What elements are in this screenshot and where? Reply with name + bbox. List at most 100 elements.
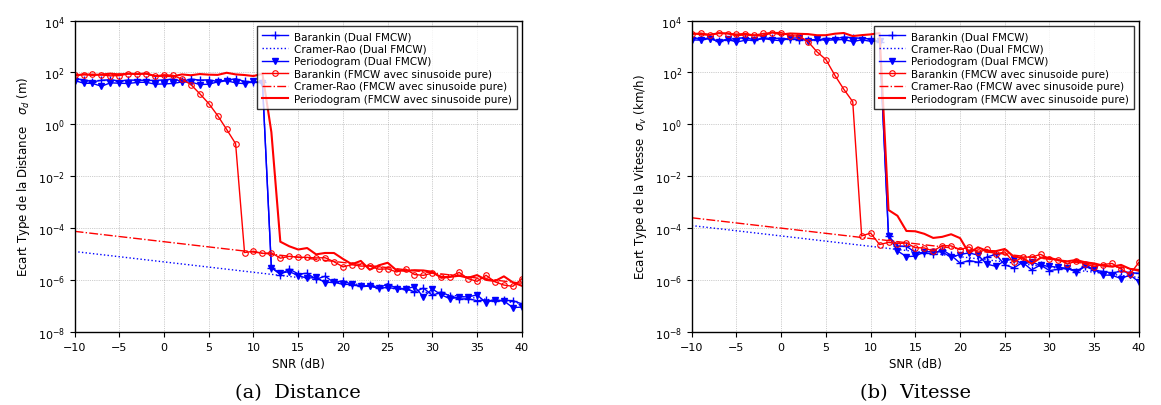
Barankin (FMCW avec sinusoide pure) <box>130 72 144 77</box>
Periodogram (Dual FMCW) <box>514 305 528 310</box>
Cramer-Rao (FMCW avec sinusoide pure) <box>828 232 842 237</box>
Text: (a)  Distance: (a) Distance <box>236 383 361 401</box>
Y-axis label: Ecart Type de la Vitesse  $\sigma_v$ (km/h): Ecart Type de la Vitesse $\sigma_v$ (km/… <box>632 74 649 279</box>
Cramer-Rao (Dual FMCW) <box>362 284 376 288</box>
Periodogram (FMCW avec sinusoide pure) <box>685 32 699 37</box>
Barankin (FMCW avec sinusoide pure) <box>211 114 225 119</box>
Periodogram (FMCW avec sinusoide pure) <box>1132 269 1146 273</box>
Periodogram (Dual FMCW) <box>211 80 225 85</box>
Cramer-Rao (Dual FMCW) <box>685 224 699 228</box>
Barankin (FMCW avec sinusoide pure) <box>989 252 1003 257</box>
Periodogram (Dual FMCW) <box>1123 273 1137 278</box>
Periodogram (FMCW avec sinusoide pure) <box>506 280 520 285</box>
Line: Cramer-Rao (Dual FMCW): Cramer-Rao (Dual FMCW) <box>74 252 521 304</box>
Barankin (FMCW avec sinusoide pure) <box>1016 255 1030 260</box>
Barankin (Dual FMCW) <box>398 286 412 291</box>
Periodogram (Dual FMCW) <box>837 38 851 43</box>
Line: Periodogram (FMCW avec sinusoide pure): Periodogram (FMCW avec sinusoide pure) <box>74 74 521 286</box>
Barankin (Dual FMCW) <box>229 77 243 82</box>
Barankin (Dual FMCW) <box>211 80 225 85</box>
Line: Periodogram (FMCW avec sinusoide pure): Periodogram (FMCW avec sinusoide pure) <box>692 33 1139 271</box>
Periodogram (Dual FMCW) <box>67 79 81 84</box>
Periodogram (Dual FMCW) <box>390 287 404 292</box>
Line: Periodogram (Dual FMCW): Periodogram (Dual FMCW) <box>72 79 525 311</box>
Cramer-Rao (FMCW avec sinusoide pure) <box>1132 268 1146 273</box>
Line: Cramer-Rao (FMCW avec sinusoide pure): Cramer-Rao (FMCW avec sinusoide pure) <box>74 232 521 284</box>
Barankin (Dual FMCW) <box>372 286 385 291</box>
Periodogram (Dual FMCW) <box>1016 262 1030 267</box>
Periodogram (Dual FMCW) <box>784 36 798 41</box>
Barankin (FMCW avec sinusoide pure) <box>372 267 385 272</box>
Cramer-Rao (Dual FMCW) <box>1007 261 1021 266</box>
Barankin (FMCW avec sinusoide pure) <box>1132 260 1146 265</box>
Barankin (FMCW avec sinusoide pure) <box>1123 272 1137 277</box>
Barankin (Dual FMCW) <box>828 37 842 42</box>
Periodogram (FMCW avec sinusoide pure) <box>211 73 225 78</box>
Barankin (Dual FMCW) <box>685 36 699 41</box>
Periodogram (Dual FMCW) <box>792 36 806 41</box>
Periodogram (FMCW avec sinusoide pure) <box>792 32 806 37</box>
Legend: Barankin (Dual FMCW), Cramer-Rao (Dual FMCW), Periodogram (Dual FMCW), Barankin : Barankin (Dual FMCW), Cramer-Rao (Dual F… <box>874 27 1134 110</box>
Periodogram (Dual FMCW) <box>989 264 1003 269</box>
Barankin (Dual FMCW) <box>837 36 851 41</box>
Barankin (FMCW avec sinusoide pure) <box>774 31 788 36</box>
Periodogram (FMCW avec sinusoide pure) <box>989 249 1003 254</box>
Cramer-Rao (FMCW avec sinusoide pure) <box>980 250 994 255</box>
Barankin (FMCW avec sinusoide pure) <box>514 277 528 281</box>
Cramer-Rao (FMCW avec sinusoide pure) <box>1123 266 1137 271</box>
Cramer-Rao (FMCW avec sinusoide pure) <box>506 280 520 285</box>
Cramer-Rao (FMCW avec sinusoide pure) <box>202 245 216 250</box>
X-axis label: SNR (dB): SNR (dB) <box>889 357 942 370</box>
Periodogram (Dual FMCW) <box>1132 280 1146 285</box>
Line: Periodogram (Dual FMCW): Periodogram (Dual FMCW) <box>688 36 1141 285</box>
Cramer-Rao (Dual FMCW) <box>980 258 994 262</box>
Cramer-Rao (Dual FMCW) <box>1132 275 1146 280</box>
Barankin (Dual FMCW) <box>166 77 180 82</box>
Barankin (Dual FMCW) <box>989 252 1003 257</box>
Cramer-Rao (FMCW avec sinusoide pure) <box>166 241 180 245</box>
Barankin (Dual FMCW) <box>1123 271 1137 275</box>
Barankin (FMCW avec sinusoide pure) <box>219 128 233 132</box>
Periodogram (FMCW avec sinusoide pure) <box>837 32 851 36</box>
Barankin (Dual FMCW) <box>202 78 216 83</box>
Cramer-Rao (Dual FMCW) <box>67 249 81 254</box>
Cramer-Rao (Dual FMCW) <box>784 235 798 240</box>
Barankin (FMCW avec sinusoide pure) <box>67 73 81 78</box>
Barankin (Dual FMCW) <box>1132 271 1146 276</box>
Barankin (Dual FMCW) <box>784 38 798 43</box>
X-axis label: SNR (dB): SNR (dB) <box>272 357 325 370</box>
Barankin (FMCW avec sinusoide pure) <box>175 77 189 82</box>
Periodogram (FMCW avec sinusoide pure) <box>219 71 233 76</box>
Text: (b)  Vitesse: (b) Vitesse <box>860 383 971 401</box>
Barankin (FMCW avec sinusoide pure) <box>837 87 851 92</box>
Periodogram (FMCW avec sinusoide pure) <box>372 263 385 268</box>
Barankin (FMCW avec sinusoide pure) <box>1115 267 1128 272</box>
Periodogram (FMCW avec sinusoide pure) <box>202 73 216 78</box>
Line: Barankin (Dual FMCW): Barankin (Dual FMCW) <box>687 34 1144 278</box>
Line: Barankin (Dual FMCW): Barankin (Dual FMCW) <box>71 75 526 308</box>
Barankin (FMCW avec sinusoide pure) <box>497 283 511 288</box>
Periodogram (FMCW avec sinusoide pure) <box>1016 256 1030 261</box>
Periodogram (Dual FMCW) <box>166 82 180 87</box>
Periodogram (Dual FMCW) <box>685 38 699 43</box>
Y-axis label: Ecart Type de la Distance   $\sigma_d$ (m): Ecart Type de la Distance $\sigma_d$ (m) <box>15 77 33 277</box>
Cramer-Rao (FMCW avec sinusoide pure) <box>67 229 81 234</box>
Periodogram (FMCW avec sinusoide pure) <box>1123 267 1137 272</box>
Barankin (Dual FMCW) <box>514 302 528 307</box>
Periodogram (FMCW avec sinusoide pure) <box>398 269 412 274</box>
Legend: Barankin (Dual FMCW), Cramer-Rao (Dual FMCW), Periodogram (Dual FMCW), Barankin : Barankin (Dual FMCW), Cramer-Rao (Dual F… <box>257 27 517 110</box>
Periodogram (FMCW avec sinusoide pure) <box>765 31 779 36</box>
Barankin (Dual FMCW) <box>1016 260 1030 265</box>
Cramer-Rao (FMCW avec sinusoide pure) <box>390 266 404 271</box>
Cramer-Rao (FMCW avec sinusoide pure) <box>514 281 528 286</box>
Barankin (FMCW avec sinusoide pure) <box>398 267 412 272</box>
Barankin (Dual FMCW) <box>819 37 832 42</box>
Barankin (Dual FMCW) <box>67 77 81 82</box>
Periodogram (FMCW avec sinusoide pure) <box>828 32 842 37</box>
Cramer-Rao (FMCW avec sinusoide pure) <box>1007 253 1021 258</box>
Cramer-Rao (Dual FMCW) <box>202 265 216 270</box>
Periodogram (FMCW avec sinusoide pure) <box>514 284 528 288</box>
Cramer-Rao (FMCW avec sinusoide pure) <box>362 264 376 269</box>
Cramer-Rao (Dual FMCW) <box>819 239 832 244</box>
Cramer-Rao (Dual FMCW) <box>166 261 180 266</box>
